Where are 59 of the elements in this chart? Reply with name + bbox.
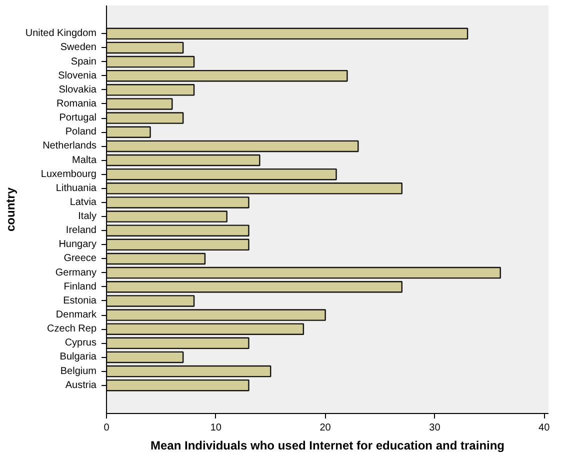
bar (106, 42, 184, 54)
bar (106, 168, 337, 180)
y-tick-label: Belgium (60, 366, 97, 377)
y-tick-label: Netherlands (42, 140, 96, 152)
bar (106, 365, 272, 378)
bar (106, 309, 326, 321)
y-tick-label: Sweden (60, 42, 97, 54)
bar (106, 196, 250, 208)
x-axis-title: Mean Individuals who used Internet for education and training (150, 438, 505, 452)
y-tick-label: United Kingdom (25, 28, 97, 40)
y-tick-label: Poland (65, 126, 97, 138)
bar (106, 182, 402, 194)
bar (106, 379, 250, 392)
y-tick-label: Cyprus (64, 338, 97, 349)
bar (106, 323, 304, 335)
y-tick-label: Germany (55, 267, 96, 278)
y-tick-label: Lithuania (56, 182, 97, 194)
y-tick-label: Czech Rep (47, 324, 97, 335)
bar (106, 70, 348, 82)
bar (106, 337, 250, 350)
y-tick-label: Finland (64, 281, 97, 292)
bar (106, 210, 228, 222)
bar (106, 154, 260, 166)
bar (106, 351, 184, 364)
y-tick-label: Greece (64, 253, 97, 264)
y-tick-label: Latvia (70, 196, 97, 208)
y-tick-label: Estonia (63, 295, 97, 306)
x-tick-label: 40 (538, 422, 550, 434)
bar (106, 252, 206, 265)
y-tick-label: Spain (70, 56, 96, 68)
bar (106, 140, 359, 152)
x-tick-label: 0 (104, 422, 110, 434)
y-tick-label: Hungary (58, 239, 97, 250)
y-tick-label: Malta (72, 154, 97, 166)
bar (106, 295, 195, 307)
x-tick-label: 30 (429, 422, 441, 434)
bar (106, 224, 250, 236)
y-tick-label: Luxembourg (40, 168, 97, 180)
y-tick-label: Romania (56, 98, 97, 110)
y-tick-label: Denmark (56, 310, 98, 321)
bar (106, 84, 195, 96)
y-tick-label: Austria (65, 380, 97, 391)
bar (106, 28, 468, 40)
bar (106, 238, 250, 251)
bar (106, 266, 501, 279)
y-tick-label: Italy (78, 211, 97, 222)
y-tick-label: Slovenia (58, 70, 97, 82)
bar (106, 112, 184, 124)
x-tick-label: 20 (320, 422, 332, 434)
y-tick-label: Slovakia (58, 84, 97, 96)
bar (106, 281, 402, 293)
y-tick-label: Bulgaria (60, 352, 97, 363)
y-axis-title: country (3, 187, 18, 232)
y-tick-label: Portugal (59, 112, 97, 124)
bar (106, 126, 151, 138)
bar (106, 56, 195, 68)
y-tick-label: Ireland (66, 225, 96, 236)
x-tick-label: 10 (210, 422, 222, 434)
bar (106, 98, 173, 110)
